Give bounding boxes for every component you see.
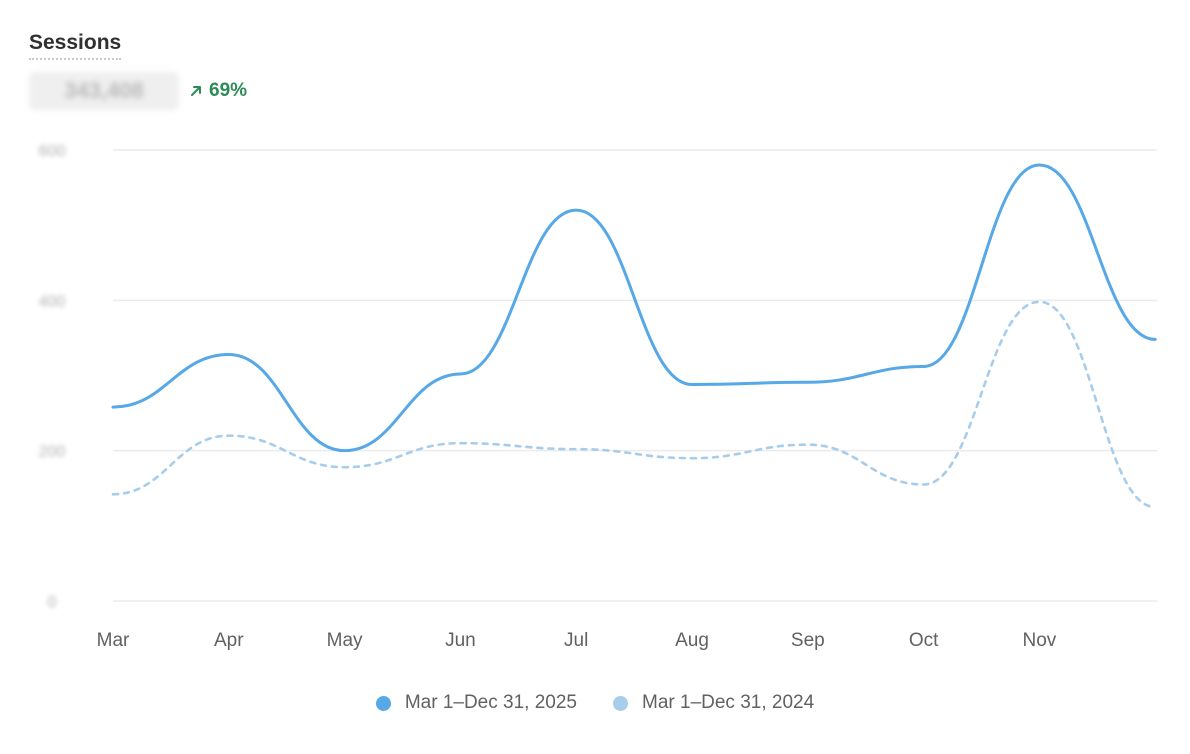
series-line-2024[interactable]: [111, 300, 1157, 509]
legend-dot-current: [375, 695, 391, 711]
series-line-2025[interactable]: [111, 163, 1157, 453]
legend-dot-previous: [613, 695, 628, 711]
legend-item-current[interactable]: Mar 1–Dec 31, 2025: [375, 692, 577, 714]
data-point-2024-mar[interactable]: [107, 488, 119, 500]
data-point-2025-sep[interactable]: [802, 376, 814, 388]
legend-label-current: Mar 1–Dec 31, 2025: [404, 692, 577, 713]
data-point-2025-may[interactable]: [339, 445, 351, 457]
legend-label-previous: Mar 1–Dec 31, 2024: [642, 692, 815, 713]
x-tick-label-sep: Sep: [791, 630, 825, 651]
data-point-2025-jun[interactable]: [454, 368, 466, 380]
data-point-2024-dec[interactable]: [1149, 501, 1161, 513]
y-tick-label: 600: [39, 143, 66, 160]
data-point-2024-jun[interactable]: [454, 437, 466, 449]
data-point-2024-aug[interactable]: [686, 452, 698, 464]
x-tick-label-mar: Mar: [97, 630, 130, 651]
data-point-2025-aug[interactable]: [686, 379, 698, 391]
chart-title[interactable]: Sessions: [29, 30, 122, 60]
x-tick-label-jul: Jul: [564, 630, 588, 651]
data-point-2025-apr[interactable]: [223, 348, 235, 360]
y-tick-label: 200: [39, 444, 66, 461]
chart-legend: Mar 1–Dec 31, 2025 Mar 1–Dec 31, 2024: [0, 692, 1190, 714]
arrow-up-right-icon: [191, 86, 201, 96]
y-tick-label: 0: [48, 594, 57, 611]
data-point-2024-nov[interactable]: [1033, 296, 1045, 308]
data-point-2024-may[interactable]: [339, 461, 351, 473]
x-tick-label-jun: Jun: [445, 630, 476, 651]
delta-value: 69%: [209, 80, 248, 101]
legend-item-previous[interactable]: Mar 1–Dec 31, 2024: [613, 692, 814, 714]
data-point-2025-dec[interactable]: [1149, 333, 1161, 345]
data-point-2024-apr[interactable]: [223, 430, 235, 442]
data-point-2024-sep[interactable]: [802, 439, 814, 451]
y-tick-label: 400: [39, 293, 66, 310]
metric-summary: 343,408 69%: [29, 72, 247, 110]
x-tick-label-oct: Oct: [909, 630, 939, 651]
data-point-2025-mar[interactable]: [107, 401, 119, 413]
x-tick-label-may: May: [327, 630, 363, 651]
x-tick-label-apr: Apr: [214, 630, 244, 651]
data-point-2025-oct[interactable]: [918, 360, 930, 372]
sessions-line-chart[interactable]: 0 200 400 600 Mar Apr May Jun Jul Aug Sep Oct Nov: [0, 0, 1190, 680]
x-tick-label-nov: Nov: [1023, 630, 1057, 651]
delta-badge: 69%: [189, 80, 247, 102]
data-point-2025-nov[interactable]: [1033, 159, 1045, 171]
data-point-2024-oct[interactable]: [918, 478, 930, 490]
x-tick-label-aug: Aug: [675, 630, 709, 651]
data-point-2024-jul[interactable]: [570, 443, 582, 455]
total-value: 343,408: [29, 72, 179, 110]
data-point-2025-jul[interactable]: [570, 204, 582, 216]
